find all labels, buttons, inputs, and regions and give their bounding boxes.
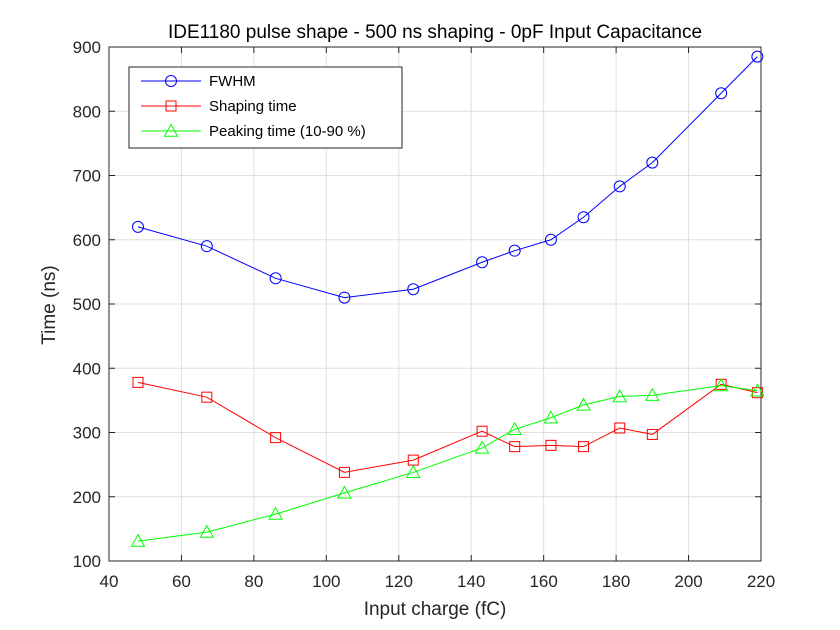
data-point: [405, 464, 421, 479]
data-point: [544, 233, 557, 246]
y-tick-label: 200: [73, 488, 101, 507]
data-point: [614, 422, 626, 434]
legend-label: Shaping time: [209, 98, 297, 115]
y-tick-label: 400: [73, 359, 101, 378]
series-circle: [131, 50, 764, 304]
data-point: [646, 428, 658, 440]
data-point: [713, 378, 729, 392]
series-line: [137, 56, 758, 299]
x-axis: 40 60 80 100 120 140 160 180 200 220: [100, 47, 775, 591]
data-point: [130, 533, 146, 547]
data-point: [131, 220, 144, 233]
series-group: [130, 50, 765, 547]
data-point: [613, 180, 626, 193]
data-point: [576, 397, 591, 411]
series-triangle: [130, 378, 765, 547]
y-tick-label: 300: [73, 424, 101, 443]
data-point: [474, 440, 490, 454]
series-line: [137, 385, 758, 542]
data-point: [199, 524, 215, 538]
data-point: [508, 244, 521, 257]
y-tick-label: 600: [73, 231, 101, 250]
data-point: [509, 441, 521, 453]
data-point: [200, 240, 213, 253]
y-tick-label: 900: [73, 38, 101, 57]
data-point: [545, 439, 557, 451]
data-point: [578, 441, 590, 453]
data-point: [476, 425, 488, 437]
x-tick-label: 100: [312, 572, 340, 591]
data-point: [612, 388, 628, 403]
x-tick-label: 180: [602, 572, 630, 591]
data-point: [751, 50, 764, 63]
legend-label: Peaking time (10-90 %): [209, 123, 366, 140]
x-tick-label: 80: [244, 572, 263, 591]
y-axis: 100 200 300 400 500 600 700 800 900: [73, 38, 761, 571]
data-point: [507, 421, 523, 435]
y-tick-label: 500: [73, 295, 101, 314]
legend-label: FWHM: [209, 73, 256, 90]
x-tick-label: 220: [747, 572, 775, 591]
data-point: [132, 376, 144, 388]
legend-item: FWHM: [141, 73, 256, 90]
y-tick-label: 100: [73, 552, 101, 571]
data-point: [715, 87, 728, 100]
legend-item: Peaking time (10-90 %): [141, 123, 366, 140]
legend-marker: [163, 123, 179, 137]
data-point: [338, 291, 351, 304]
x-tick-label: 140: [457, 572, 485, 591]
legend: FWHM Shaping time Peaking time (10-90 %): [128, 66, 403, 149]
data-point: [270, 432, 282, 444]
data-point: [201, 391, 213, 403]
data-point: [750, 383, 765, 397]
legend-marker: [165, 75, 177, 87]
data-point: [646, 156, 659, 169]
y-tick-label: 700: [73, 167, 101, 186]
x-axis-label: Input charge (fC): [364, 599, 507, 620]
data-point: [338, 466, 350, 478]
data-point: [337, 485, 352, 499]
series-line: [137, 381, 758, 473]
x-tick-label: 160: [529, 572, 557, 591]
data-point: [269, 272, 282, 285]
data-point: [644, 387, 660, 401]
chart-title: IDE1180 pulse shape - 500 ns shaping - 0…: [168, 22, 702, 43]
x-tick-label: 40: [100, 572, 119, 591]
series-square: [132, 376, 763, 478]
x-tick-label: 120: [385, 572, 413, 591]
y-tick-label: 800: [73, 102, 101, 121]
data-point: [407, 283, 420, 296]
data-point: [476, 256, 489, 269]
legend-marker: [165, 100, 177, 112]
x-tick-label: 200: [674, 572, 702, 591]
x-tick-label: 60: [172, 572, 191, 591]
y-axis-label: Time (ns): [39, 265, 60, 345]
data-point: [543, 410, 559, 424]
data-point: [577, 211, 590, 224]
legend-item: Shaping time: [141, 98, 297, 115]
data-point: [268, 506, 283, 520]
